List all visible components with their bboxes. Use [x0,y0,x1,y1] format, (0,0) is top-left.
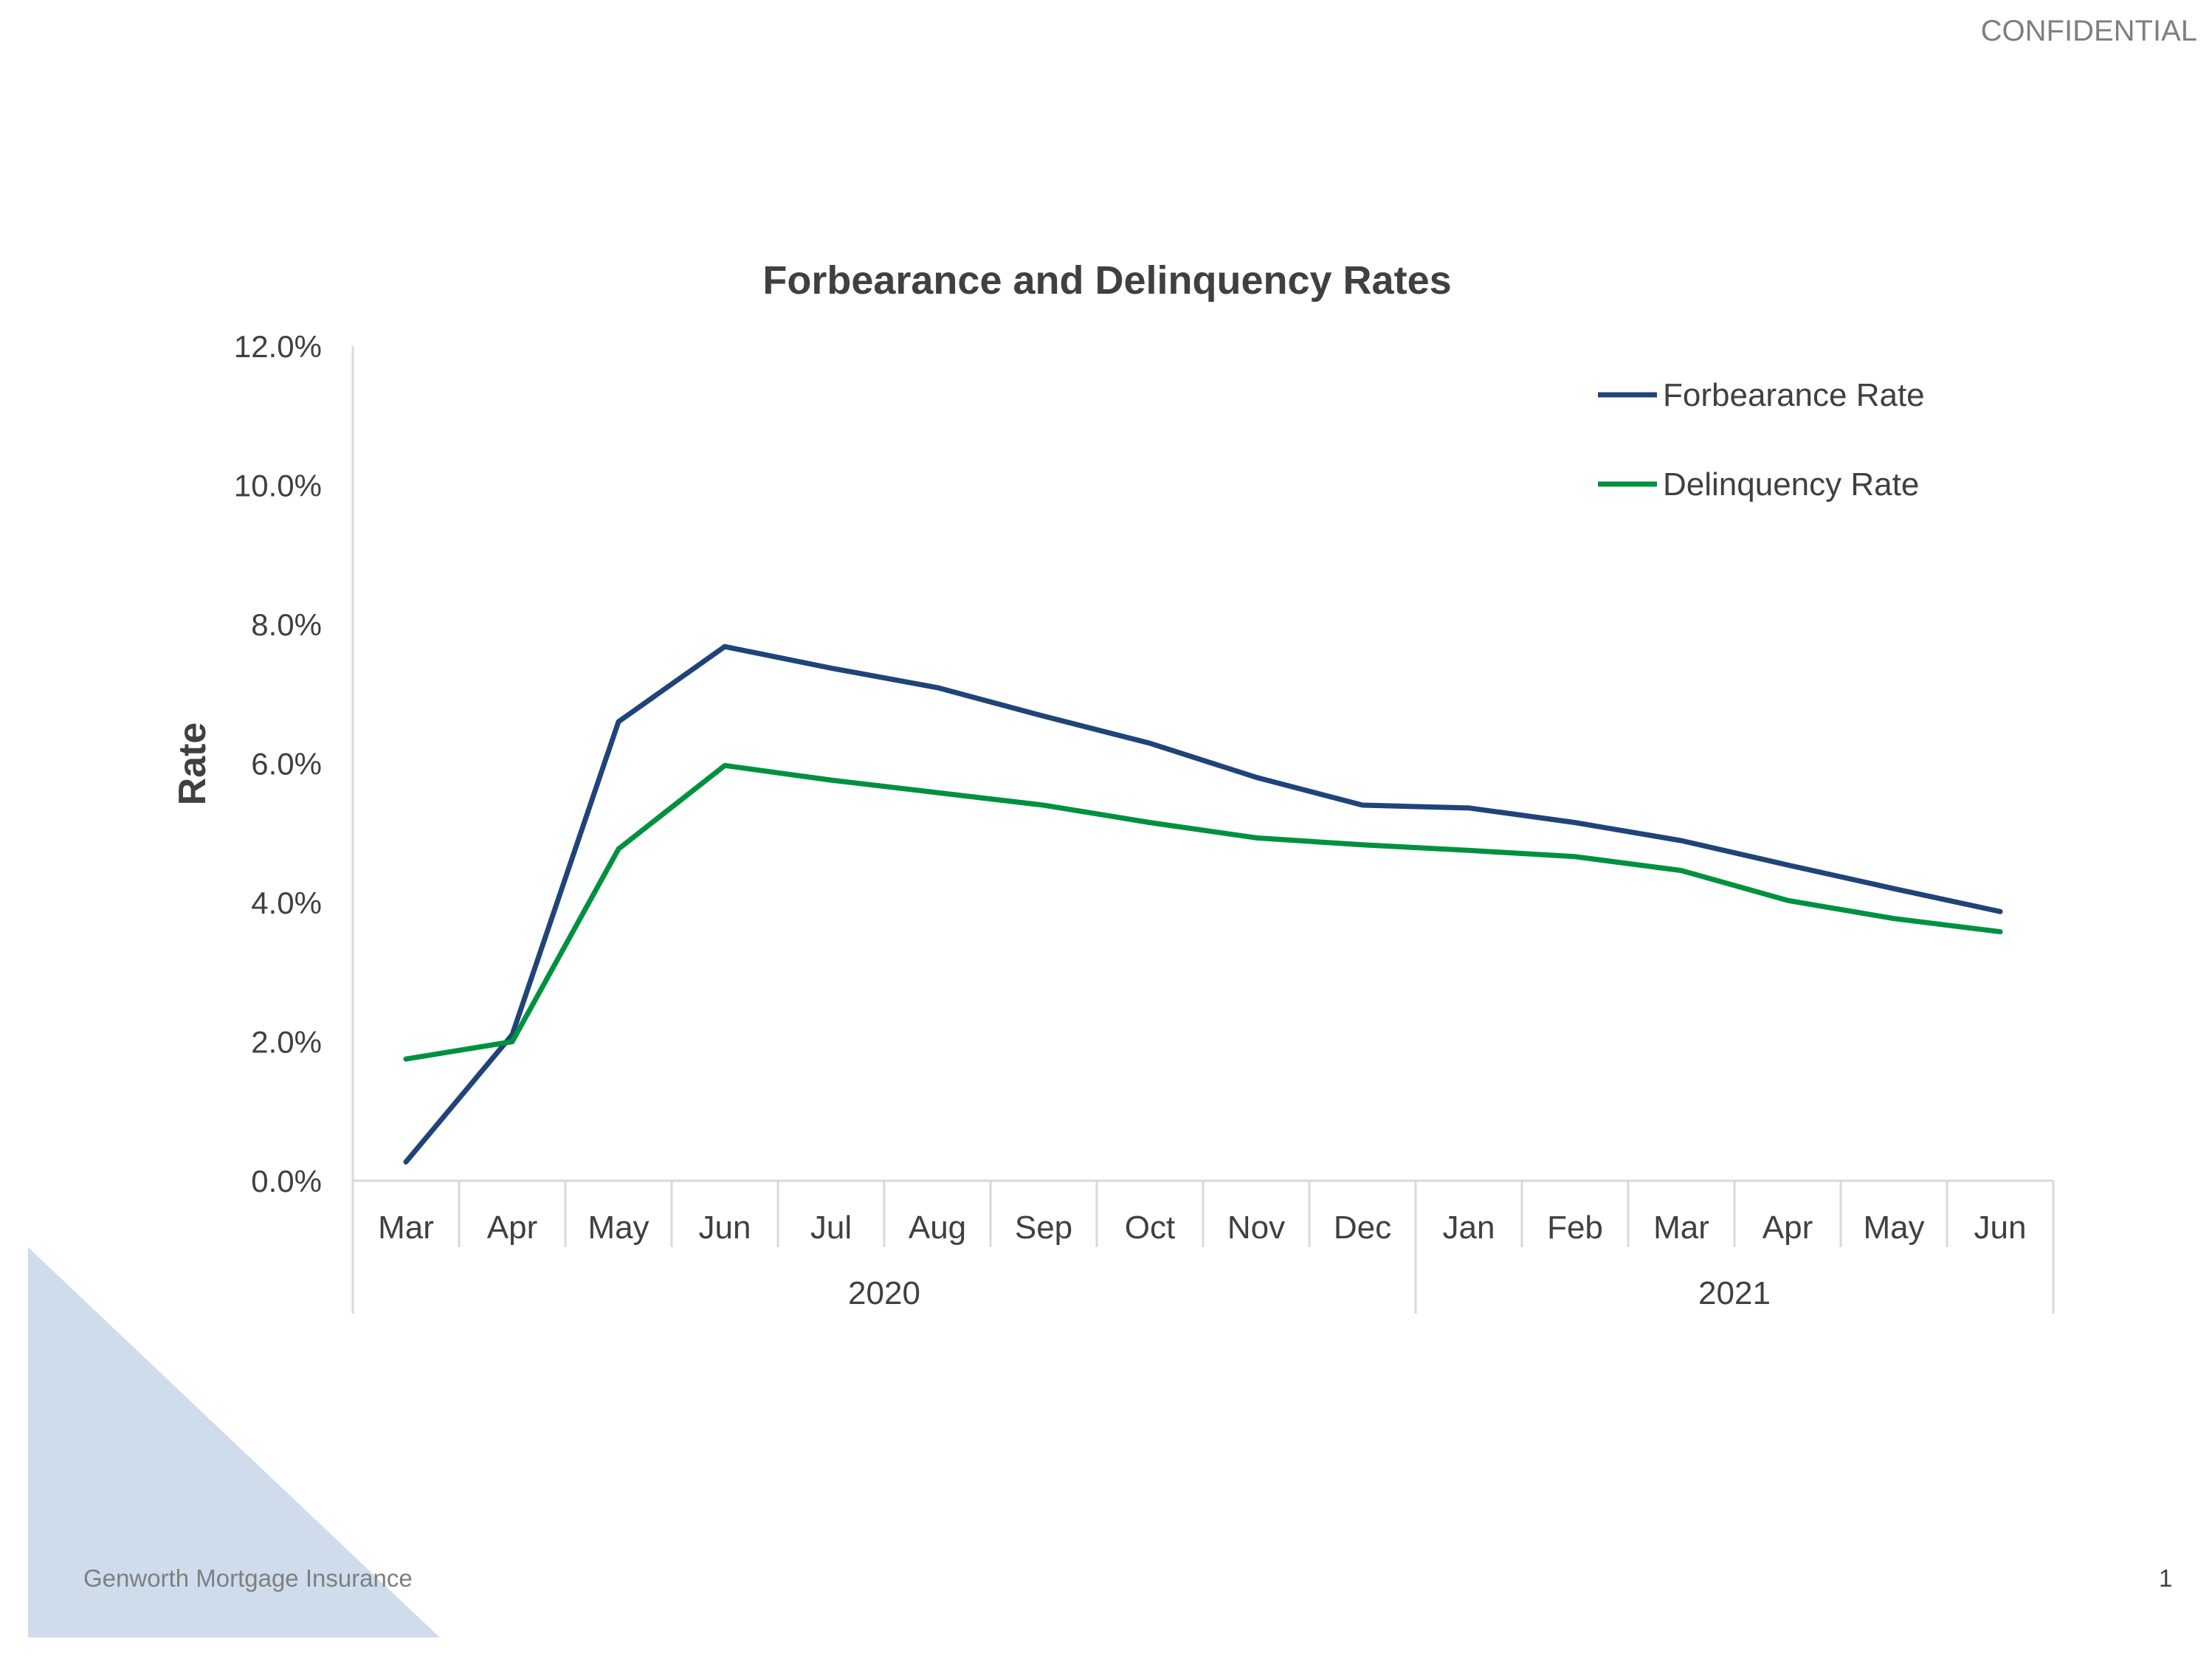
x-tick-label: Nov [1227,1210,1285,1246]
x-tick-label: Mar [1653,1210,1709,1246]
x-tick-label: May [1863,1210,1924,1246]
y-tick-label: 2.0% [251,1025,322,1060]
y-tick-label: 0.0% [251,1164,322,1198]
legend-label: Forbearance Rate [1663,377,1925,413]
y-tick-label: 6.0% [251,747,322,782]
year-label: 2020 [848,1275,920,1311]
y-tick-label: 8.0% [251,607,322,642]
confidential-label: CONFIDENTIAL [1980,15,2197,47]
x-tick-label: Sep [1015,1210,1072,1246]
x-tick-label: May [588,1210,649,1246]
x-tick-label: Feb [1547,1210,1603,1246]
x-tick-label: Dec [1334,1210,1391,1246]
year-label: 2021 [1698,1275,1771,1311]
decorative-triangle [28,1247,440,1638]
x-tick-label: Jul [810,1210,852,1246]
x-tick-label: Aug [909,1210,966,1246]
y-tick-label: 4.0% [251,886,322,920]
legend-label: Delinquency Rate [1663,466,1919,503]
x-tick-label: Oct [1125,1210,1175,1246]
x-tick-label: Jun [1974,1210,2027,1246]
x-tick-label: Apr [1763,1210,1813,1246]
footer-company: Genworth Mortgage Insurance [83,1564,413,1592]
chart-title: Forbearance and Delinquency Rates [762,258,1451,303]
x-tick-label: Jun [699,1210,751,1246]
x-tick-label: Apr [487,1210,537,1246]
y-tick-label: 10.0% [234,469,322,503]
page-number: 1 [2159,1564,2173,1592]
x-tick-label: Mar [378,1210,434,1246]
series-line-0 [403,644,2003,1165]
x-tick-label: Jan [1443,1210,1495,1246]
y-axis-label: Rate [171,722,214,806]
y-tick-label: 12.0% [234,329,322,364]
series-line-1 [403,762,2003,1062]
